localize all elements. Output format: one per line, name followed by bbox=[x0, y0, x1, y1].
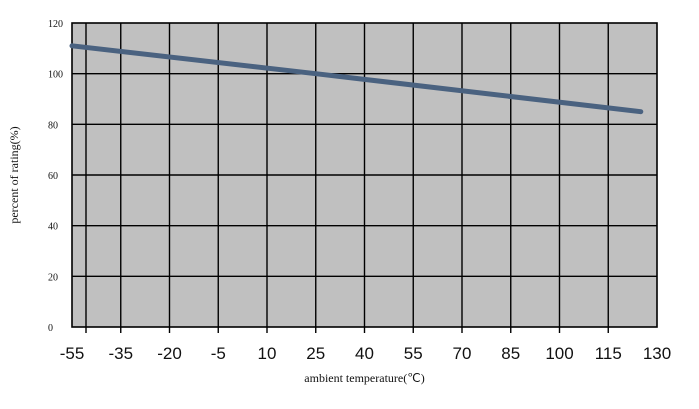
horizontal-gridlines bbox=[72, 72, 657, 278]
x-tick-label: -5 bbox=[211, 344, 226, 363]
x-tick-label: 115 bbox=[595, 344, 622, 363]
x-tick-label: 100 bbox=[545, 344, 573, 363]
x-tick-label: 130 bbox=[643, 344, 671, 363]
x-tick-label: -55 bbox=[60, 344, 85, 363]
x-tick-label: 85 bbox=[501, 344, 520, 363]
y-axis-label: percent of rating(%) bbox=[7, 126, 21, 223]
y-tick-label: 120 bbox=[48, 19, 63, 30]
y-tick-label: 40 bbox=[48, 222, 58, 233]
x-tick-label: 70 bbox=[453, 344, 472, 363]
x-axis-ticks: -55 -35 -20 -5 10 25 40 55 70 85 100 115 130 bbox=[60, 344, 671, 363]
plot-frame bbox=[71, 22, 658, 328]
y-axis-ticks: 0 20 40 60 80 100 120 bbox=[48, 19, 63, 334]
y-tick-label: 20 bbox=[48, 272, 58, 283]
y-tick-label: 100 bbox=[48, 70, 63, 81]
x-tick-label: 40 bbox=[355, 344, 374, 363]
x-tick-label: -35 bbox=[108, 344, 133, 363]
x-tick-label: -20 bbox=[157, 344, 182, 363]
y-tick-label: 80 bbox=[48, 120, 58, 131]
x-tick-label: 10 bbox=[258, 344, 277, 363]
series-line bbox=[69, 43, 644, 115]
x-axis-label: ambient temperature(℃) bbox=[304, 371, 424, 385]
y-tick-label: 0 bbox=[48, 323, 53, 334]
x-tick-label: 25 bbox=[306, 344, 325, 363]
plot-area bbox=[71, 22, 658, 333]
series-layer bbox=[69, 43, 644, 115]
y-tick-label: 60 bbox=[48, 171, 58, 182]
vertical-gridlines bbox=[85, 23, 609, 333]
x-tick-label: 55 bbox=[404, 344, 423, 363]
